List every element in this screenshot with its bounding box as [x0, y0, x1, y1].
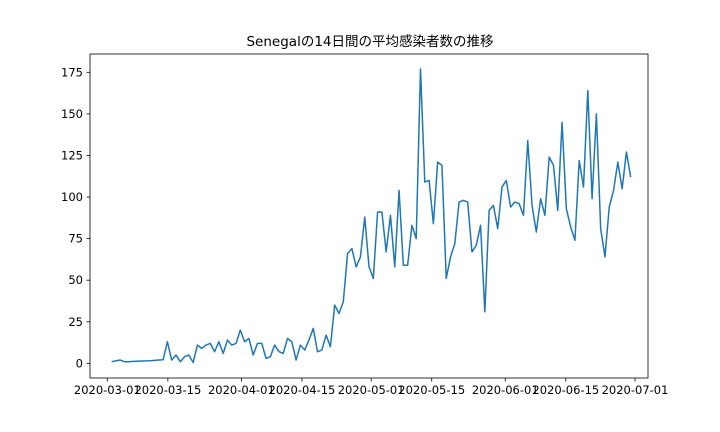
y-tick-label: 150	[61, 107, 83, 121]
plot-frame	[89, 53, 649, 379]
y-tick-label: 175	[61, 65, 83, 79]
chart-title: Senegalの14日間の平均感染者数の推移	[246, 33, 493, 50]
x-tick-label: 2020-03-01	[74, 383, 141, 397]
y-tick-label: 100	[61, 190, 83, 204]
y-tick-label: 125	[61, 148, 83, 162]
x-tick-label: 2020-04-15	[269, 383, 336, 397]
y-tick-label: 0	[76, 356, 83, 370]
series-line	[111, 68, 632, 364]
x-tick-label: 2020-04-01	[208, 383, 275, 397]
x-tick-label: 2020-06-01	[472, 383, 539, 397]
y-tick-label: 75	[68, 232, 83, 246]
x-tick-label: 2020-06-15	[532, 383, 599, 397]
y-tick-label: 50	[68, 273, 83, 287]
x-tick-label: 2020-05-01	[338, 383, 405, 397]
x-tick-label: 2020-05-15	[398, 383, 465, 397]
x-tick-label: 2020-07-01	[602, 383, 669, 397]
y-tick-label: 25	[68, 315, 83, 329]
x-tick-label: 2020-03-15	[134, 383, 201, 397]
